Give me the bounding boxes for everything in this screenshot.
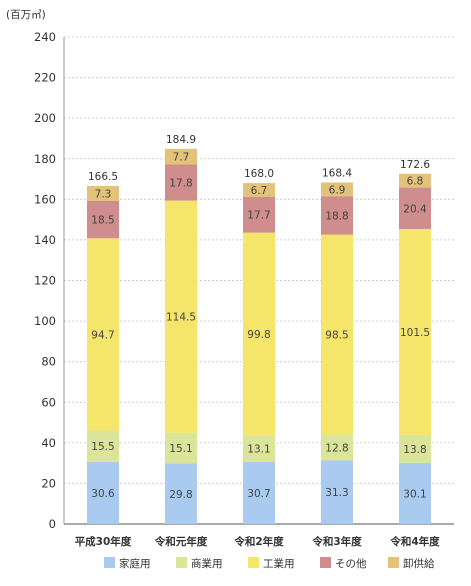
bar-segment [87,185,119,201]
legend-swatch [104,557,115,568]
data-label: 101.5 [400,327,430,339]
data-label: 98.5 [325,330,348,342]
data-label: 7.3 [95,188,112,200]
y-tick-label: 40 [41,436,56,450]
y-tick-label: 140 [34,233,56,247]
x-category-label: 令和元年度 [154,535,208,548]
bar-segment [87,461,119,524]
legend-swatch [388,557,399,568]
data-label: 6.7 [251,185,268,197]
data-label: 31.3 [325,487,348,499]
gridlines [63,36,454,525]
legend: 家庭用 商業用 工業用 その他 卸供給 [104,557,435,570]
data-label: 30.1 [403,488,426,500]
total-label: 166.5 [88,171,118,183]
bar-segment [321,196,353,235]
legend-swatch [176,557,187,568]
bar-segment [87,238,119,431]
legend-label: 商業用 [191,557,223,570]
bar-segment [243,435,275,462]
total-label: 168.0 [244,168,274,180]
y-axis-unit-label: (百万㎥) [6,8,46,21]
y-tick-label: 20 [41,476,56,490]
bar-segment [87,200,119,239]
x-category-label: 令和3年度 [311,535,362,548]
total-label: 172.6 [400,159,430,171]
bar-segment [243,461,275,524]
bars: 30.6 15.5 94.7 18.5 7.3 166.5 29.8 15.1 114.5 17.… [87,134,431,524]
y-tick-label: 240 [34,30,56,44]
y-tick-label: 0 [49,517,56,531]
y-tick-label: 220 [34,71,56,85]
data-label: 114.5 [166,312,196,324]
bar-segment [165,200,197,433]
y-tick-labels: 0 20 40 60 80 100 120 140 160 180 200 220 240 [34,30,56,531]
total-label: 168.4 [322,167,352,179]
data-label: 15.5 [91,441,114,453]
data-label: 17.7 [247,210,270,222]
data-label: 15.1 [169,443,192,455]
bar-segment [165,164,197,201]
y-tick-label: 160 [34,192,56,206]
x-category-label: 令和4年度 [389,535,440,548]
x-category-labels: 平成30年度 令和元年度 令和2年度 令和3年度 令和4年度 [75,535,440,548]
bar-segment [165,463,197,524]
data-label: 13.1 [247,443,270,455]
data-label: 94.7 [91,329,114,341]
total-label: 184.9 [166,134,196,146]
bar-segment [321,234,353,435]
bar-segment [399,462,431,524]
y-tick-label: 200 [34,111,56,125]
data-label: 12.8 [325,443,348,455]
y-tick-label: 180 [34,152,56,166]
data-label: 7.7 [173,152,190,164]
y-tick-label: 100 [34,314,56,328]
data-label: 18.5 [91,215,114,227]
legend-label: 工業用 [263,557,295,570]
bar-segment [399,187,431,229]
data-label: 6.8 [407,176,424,188]
legend-swatch [248,557,259,568]
bar-segment [321,182,353,197]
data-label: 17.8 [169,177,192,189]
x-category-label: 令和2年度 [233,535,284,548]
data-label: 13.8 [403,444,426,456]
bar-segment [399,173,431,188]
x-category-label: 平成30年度 [75,535,132,548]
y-tick-label: 80 [41,355,56,369]
data-label: 30.6 [91,488,115,500]
data-label: 29.8 [169,489,192,501]
legend-label: 卸供給 [403,557,435,570]
y-tick-label: 120 [34,274,56,288]
bar-segment [243,196,275,233]
legend-label: その他 [335,557,367,570]
bar-segment [243,183,275,197]
bar-segment [165,432,197,464]
bar-segment [321,460,353,524]
bar-segment [165,148,197,165]
bar-segment [321,434,353,461]
data-label: 30.7 [247,488,270,500]
bar-segment [243,232,275,436]
legend-swatch [320,557,331,568]
bar-segment [399,434,431,463]
legend-label: 家庭用 [119,557,151,570]
data-label: 20.4 [403,203,427,215]
bar-segment [87,430,119,462]
data-label: 18.8 [325,211,348,223]
data-label: 6.9 [329,184,346,196]
data-label: 99.8 [247,329,270,341]
bar-segment [399,228,431,435]
y-tick-label: 60 [41,395,56,409]
